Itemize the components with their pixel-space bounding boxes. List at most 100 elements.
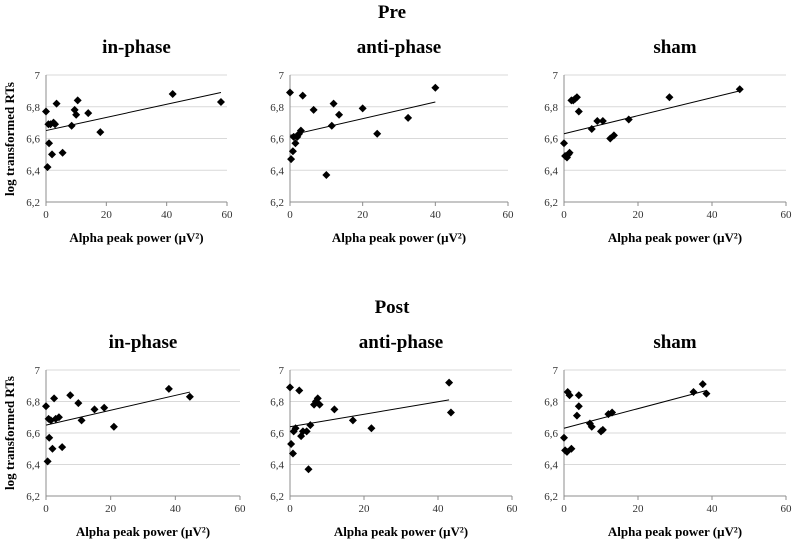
panel-title: sham: [653, 37, 696, 58]
data-point: [109, 422, 118, 431]
y-tick-label: 6,2: [26, 491, 40, 503]
trend-line: [45, 91, 222, 132]
data-point: [702, 389, 711, 398]
data-point: [431, 83, 440, 92]
y-tick-label: 7: [279, 70, 285, 82]
data-point: [446, 408, 455, 417]
scatter-panels: 6,2 6,4 6,6 6,8 7 0 20 40 60 in-phase Alpha peak p…: [2, 37, 792, 539]
x-tick-label: 20: [357, 209, 369, 221]
x-tick-label: 60: [222, 209, 234, 221]
y-tick-label: 6,2: [544, 491, 558, 503]
data-point: [587, 422, 596, 431]
data-point: [565, 391, 574, 400]
y-axis-label: log transformed RTs: [2, 82, 17, 196]
data-point: [286, 383, 294, 392]
data-point: [48, 444, 57, 453]
panel-pre-in-phase: 6,2 6,4 6,6 6,8 7 0 20 40 60 in-phase Alpha peak p…: [2, 37, 233, 245]
panel-pre-sham: 6,2 6,4 6,6 6,8 7 0 20 40 60 sham Alpha peak power…: [544, 37, 792, 245]
data-point: [42, 402, 50, 411]
data-point: [58, 443, 67, 452]
data-point: [291, 424, 300, 433]
y-tick-label: 6,6: [26, 428, 40, 440]
y-tick-label: 6,2: [544, 197, 558, 209]
data-point: [608, 408, 617, 417]
trend-line: [289, 101, 436, 136]
data-point: [330, 405, 339, 414]
y-tick-label: 6,6: [270, 134, 284, 146]
data-point: [298, 91, 307, 100]
data-point: [51, 120, 60, 129]
data-point: [45, 139, 54, 148]
data-point: [598, 425, 607, 434]
data-point: [74, 399, 83, 408]
data-point: [598, 117, 607, 126]
y-tick-label: 6,6: [270, 428, 284, 440]
data-point: [572, 93, 581, 102]
panel-title: anti-phase: [359, 332, 443, 353]
x-axis-label: Alpha peak power (μV²): [608, 524, 742, 539]
x-tick-label: 60: [503, 209, 515, 221]
y-tick-label: 6,8: [270, 397, 284, 409]
x-tick-label: 40: [170, 503, 182, 515]
x-tick-label: 20: [359, 503, 371, 515]
trend-line: [563, 389, 707, 429]
data-point: [295, 386, 304, 395]
panel-title: sham: [653, 332, 696, 353]
panel-post-anti-phase: 6,2 6,4 6,6 6,8 7 0 20 40 60 anti-phase Alpha peak…: [270, 332, 518, 539]
data-point: [286, 88, 294, 97]
x-tick-label: 0: [287, 209, 293, 221]
data-point: [327, 121, 336, 130]
panel-post-in-phase: 6,2 6,4 6,6 6,8 7 0 20 40 60 in-phase Alpha peak p…: [2, 332, 246, 539]
x-tick-label: 40: [707, 209, 719, 221]
x-tick-label: 20: [633, 209, 645, 221]
data-point: [358, 104, 367, 113]
data-point: [185, 392, 194, 401]
y-tick-label: 6,6: [544, 428, 558, 440]
data-point: [665, 93, 674, 102]
data-point: [574, 402, 583, 411]
y-tick-label: 6,8: [26, 102, 40, 114]
data-point: [42, 107, 50, 116]
y-tick-label: 6,4: [270, 460, 284, 472]
data-point: [72, 110, 81, 119]
trend-line: [289, 399, 450, 428]
data-point: [593, 117, 602, 126]
y-tick-label: 6,6: [26, 134, 40, 146]
data-point: [216, 97, 225, 106]
panel-pre-anti-phase: 6,2 6,4 6,6 6,8 7 0 20 40 60 anti-phase Alpha peak…: [270, 37, 514, 245]
data-point: [67, 121, 76, 130]
data-point: [560, 433, 568, 442]
y-tick-label: 6,8: [270, 102, 284, 114]
data-point: [609, 131, 618, 140]
data-point: [168, 90, 177, 99]
y-tick-label: 6,4: [544, 460, 558, 472]
data-point: [73, 96, 82, 105]
y-tick-label: 6,8: [544, 102, 558, 114]
y-tick-label: 6,4: [26, 460, 40, 472]
x-tick-label: 40: [433, 503, 445, 515]
section-title-post: Post: [375, 297, 411, 318]
y-tick-label: 6,2: [26, 197, 40, 209]
data-point: [335, 110, 344, 119]
y-tick-label: 6,4: [544, 165, 558, 177]
data-point: [43, 457, 52, 466]
y-tick-label: 7: [35, 70, 41, 82]
y-tick-label: 6,2: [270, 197, 284, 209]
data-point: [100, 403, 109, 412]
data-point: [689, 388, 698, 397]
data-point: [445, 378, 454, 387]
data-point: [306, 421, 315, 430]
y-tick-label: 6,2: [270, 491, 284, 503]
x-tick-label: 20: [101, 209, 113, 221]
x-axis-label: Alpha peak power (μV²): [608, 230, 742, 245]
panel-title: in-phase: [109, 332, 178, 353]
x-tick-label: 20: [105, 503, 117, 515]
x-tick-label: 0: [287, 503, 293, 515]
x-tick-label: 40: [161, 209, 173, 221]
data-point: [304, 465, 313, 474]
x-axis-label: Alpha peak power (μV²): [69, 230, 203, 245]
data-point: [288, 147, 297, 156]
data-point: [84, 109, 93, 118]
x-tick-label: 60: [781, 503, 793, 515]
